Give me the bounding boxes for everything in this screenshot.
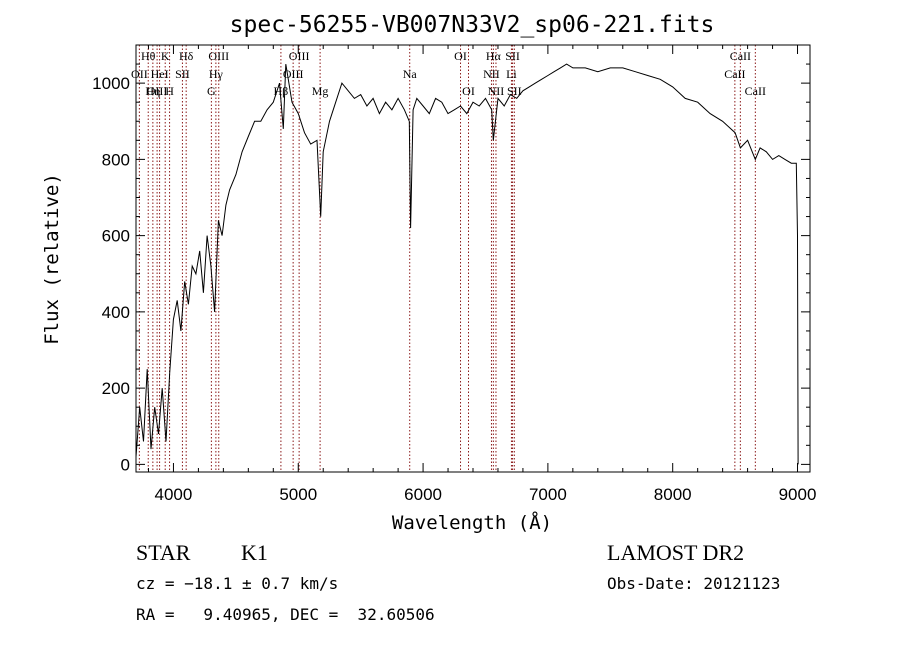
- line-label-22: Li: [506, 67, 517, 81]
- line-label-15: Mg: [312, 84, 329, 98]
- line-label-25: CaII: [730, 49, 751, 63]
- x-tick-label-1: 5000: [279, 485, 317, 504]
- x-tick-label-0: 4000: [155, 485, 193, 504]
- redshift-readout: cz = −18.1 ± 0.7 km/s: [136, 574, 339, 593]
- y-tick-label-1: 200: [102, 379, 130, 398]
- chart-title: spec-56255-VB007N33V2_sp06-221.fits: [230, 12, 715, 38]
- line-label-20: SII: [505, 49, 520, 63]
- x-tick-label-2: 6000: [404, 485, 442, 504]
- line-label-9: OIII: [208, 49, 229, 63]
- observation-date: Obs-Date: 20121123: [607, 574, 781, 593]
- line-label-21: NII: [483, 67, 500, 81]
- line-label-6: H: [165, 84, 174, 98]
- x-tick-label-3: 7000: [529, 485, 567, 504]
- y-tick-label-5: 1000: [92, 74, 130, 93]
- survey-name: LAMOST DR2: [607, 540, 745, 565]
- line-label-17: OI: [454, 49, 467, 63]
- line-label-5: HeI: [151, 67, 169, 81]
- line-label-7: Hδ: [179, 49, 194, 63]
- x-axis-ticks: 4000 5000 6000 7000 8000 9000: [147, 45, 817, 504]
- y-tick-label-4: 800: [102, 150, 130, 169]
- line-label-8: SII: [175, 67, 190, 81]
- y-tick-label-3: 600: [102, 227, 130, 246]
- line-label-3: Hη: [145, 84, 160, 98]
- x-tick-label-4: 8000: [654, 485, 692, 504]
- line-label-10: Hγ: [209, 67, 224, 81]
- line-label-1: OII: [131, 67, 148, 81]
- line-label-19: Hα: [486, 49, 502, 63]
- y-axis-ticks: 0 200 400 600 800 1000: [92, 44, 810, 474]
- line-label-23: NII: [488, 84, 505, 98]
- line-label-18: OI: [462, 84, 475, 98]
- line-label-27: CaII: [745, 84, 766, 98]
- y-tick-label-2: 400: [102, 303, 130, 322]
- emission-line-markers: [138, 45, 756, 472]
- line-label-11: G: [207, 84, 216, 98]
- line-label-26: CaII: [724, 67, 745, 81]
- y-axis-label: Flux (relative): [41, 173, 63, 345]
- object-subclass: K1: [241, 540, 268, 565]
- y-tick-label-0: 0: [121, 455, 130, 474]
- object-class: STAR: [136, 540, 191, 565]
- x-tick-label-5: 9000: [779, 485, 817, 504]
- line-label-12: OIII: [289, 49, 310, 63]
- x-axis-label: Wavelength (Å): [392, 511, 552, 534]
- coordinates-readout: RA = 9.40965, DEC = 32.60506: [136, 605, 435, 624]
- plot-frame: [135, 44, 811, 473]
- line-label-4: K: [161, 49, 170, 63]
- line-label-16: Na: [403, 67, 418, 81]
- line-label-0: Hθ: [141, 49, 156, 63]
- flux-series-line: [135, 63, 799, 465]
- line-label-2: OIII: [147, 84, 168, 98]
